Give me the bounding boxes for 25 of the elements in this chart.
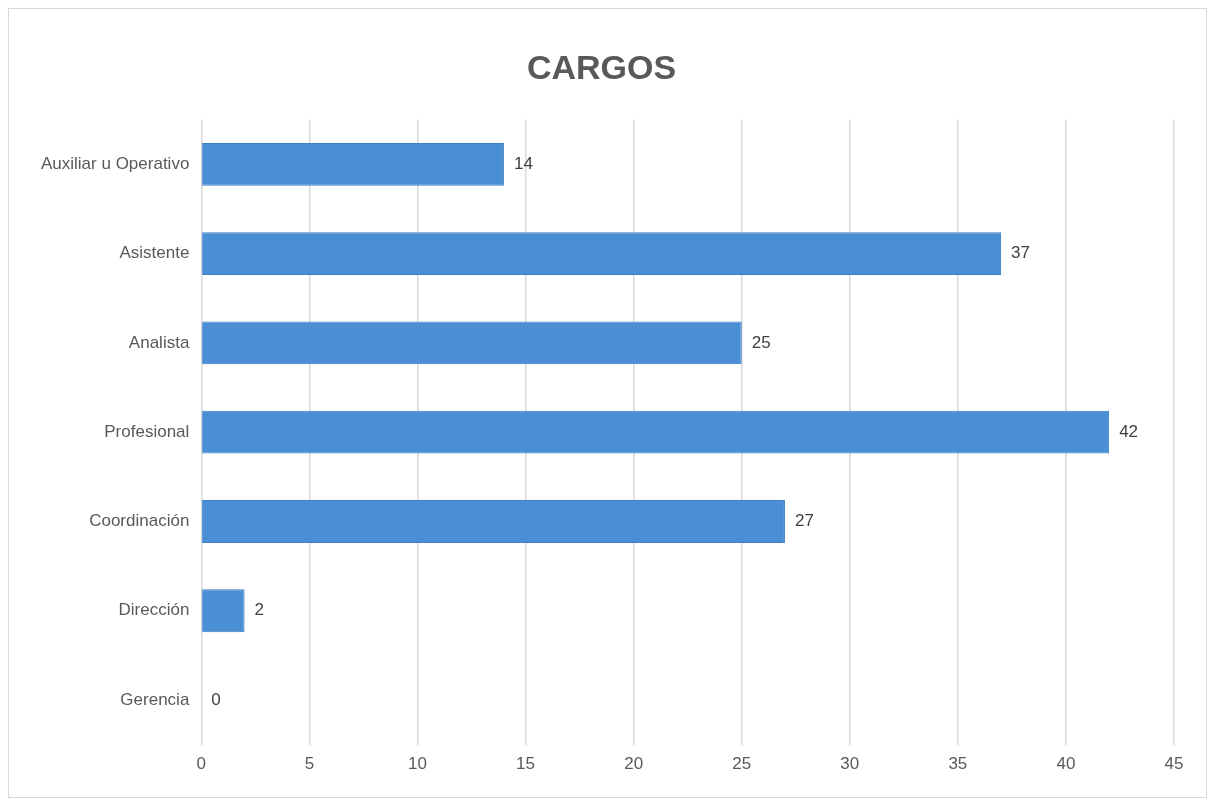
y-tick-label: Dirección xyxy=(118,600,190,620)
x-tick-label: 10 xyxy=(408,754,427,774)
x-tick-label: 5 xyxy=(304,754,315,774)
data-label: 0 xyxy=(211,689,221,709)
x-tick-label: 0 xyxy=(196,754,207,774)
y-tick-label: Auxiliar u Operativo xyxy=(41,154,190,174)
y-tick-label: Profesional xyxy=(104,421,190,441)
data-label: 2 xyxy=(254,600,265,620)
x-tick-label: 35 xyxy=(948,754,968,774)
data-label: 27 xyxy=(794,511,814,531)
data-label: 14 xyxy=(513,154,533,174)
x-tick-label: 20 xyxy=(624,754,644,774)
x-tick-label: 30 xyxy=(840,754,860,774)
x-tick-label: 40 xyxy=(1056,754,1076,774)
data-label: 25 xyxy=(751,332,771,352)
data-label: 37 xyxy=(1011,243,1031,263)
y-tick-label: Gerencia xyxy=(120,689,190,709)
y-tick-label: Analista xyxy=(128,332,190,352)
y-tick-label: Coordinación xyxy=(89,511,190,531)
chart-title: CARGOS xyxy=(526,47,677,86)
x-tick-label: 15 xyxy=(516,754,536,774)
data-label: 42 xyxy=(1119,421,1139,441)
y-tick-label: Asistente xyxy=(119,243,190,263)
x-tick-label: 45 xyxy=(1164,754,1184,774)
x-tick-label: 25 xyxy=(732,754,752,774)
